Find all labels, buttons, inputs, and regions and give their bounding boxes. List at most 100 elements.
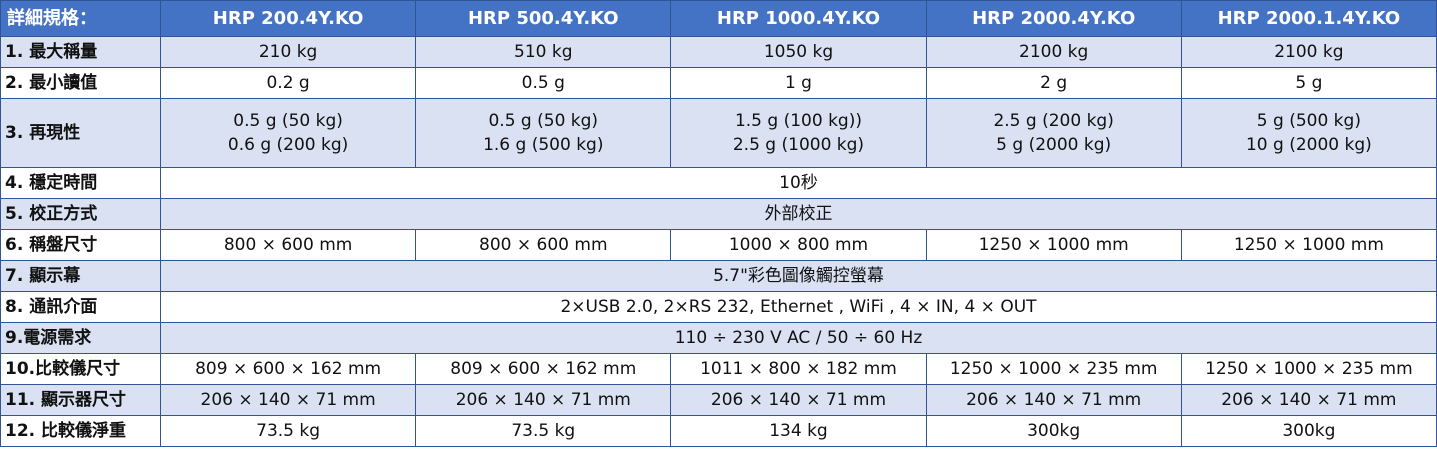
value-cell: 809 × 600 × 162 mm: [159, 353, 417, 385]
value-cell: 10秒: [160, 167, 1437, 199]
header-cell: 詳細規格：: [0, 0, 161, 37]
cell-line: 5 g: [1295, 73, 1323, 93]
cell-line: 210 kg: [258, 42, 318, 62]
header-row: 詳細規格： HRP 200.4Y.KO HRP 500.4Y.KO HRP 1000.…: [0, 0, 1437, 37]
cell-line: 1250 × 1000 mm: [1233, 235, 1384, 255]
value-cell: 0.2 g: [159, 67, 417, 99]
value-cell: 1250 × 1000 mm: [925, 229, 1182, 261]
cell-line: 800 × 600 mm: [223, 235, 353, 255]
header-cell: HRP 500.4Y.KO: [415, 0, 672, 37]
cell-line: 1000 × 800 mm: [728, 235, 869, 255]
table-row: 10.比較儀尺寸 809 × 600 × 162 mm 809 × 600 × 16…: [0, 353, 1437, 385]
value-cell: 1050 kg: [670, 36, 927, 68]
value-cell: 1.5 g (100 kg)) 2.5 g (1000 kg): [670, 98, 927, 168]
cell-line: 206 × 140 × 71 mm: [200, 390, 376, 410]
value-cell: 809 × 600 × 162 mm: [415, 353, 672, 385]
value-cell: 1000 × 800 mm: [670, 229, 927, 261]
row-label: 5. 校正方式: [0, 198, 161, 230]
table-body: 1. 最大稱量 210 kg 510 kg 1050 kg 2100 kg 2100 kg…: [0, 36, 1437, 447]
row-label: 8. 通訊介面: [0, 291, 161, 323]
value-cell: 1250 × 1000 × 235 mm: [925, 353, 1182, 385]
cell-line: 2×USB 2.0, 2×RS 232, Ethernet , WiFi , 4…: [560, 297, 1037, 317]
value-cell: 210 kg: [159, 36, 417, 68]
table-row: 6. 稱盤尺寸 800 × 600 mm 800 × 600 mm 1000 × 80…: [0, 229, 1437, 261]
value-cell: 2×USB 2.0, 2×RS 232, Ethernet , WiFi , 4…: [160, 291, 1437, 323]
value-cell: 206 × 140 × 71 mm: [1180, 384, 1437, 416]
cell-line: 1050 kg: [763, 42, 834, 62]
cell-line: 1.5 g (100 kg)): [734, 111, 862, 131]
value-cell: 73.5 kg: [159, 415, 417, 447]
cell-line: 5.7"彩色圖像觸控螢幕: [713, 266, 884, 286]
cell-line: 0.5 g (50 kg): [488, 111, 599, 131]
value-cell: 134 kg: [670, 415, 927, 447]
cell-line: 5 g (500 kg): [1256, 111, 1361, 131]
cell-line: 300kg: [1282, 421, 1336, 441]
table-row: 12. 比較儀淨重 73.5 kg 73.5 kg 134 kg 300kg 300kg: [0, 415, 1437, 447]
cell-line: 510 kg: [514, 42, 573, 62]
value-cell: 2.5 g (200 kg) 5 g (2000 kg): [925, 98, 1182, 168]
cell-line: 2 g: [1040, 73, 1068, 93]
cell-line: 206 × 140 × 71 mm: [710, 390, 887, 410]
cell-line: 206 × 140 × 71 mm: [966, 390, 1142, 410]
value-cell: 外部校正: [160, 198, 1437, 230]
value-cell: 2 g: [925, 67, 1182, 99]
value-cell: 1011 × 800 × 182 mm: [670, 353, 927, 385]
cell-line: 73.5 kg: [256, 421, 321, 441]
value-cell: 800 × 600 mm: [159, 229, 417, 261]
header-cell: HRP 2000.4Y.KO: [925, 0, 1182, 37]
cell-line: 1250 × 1000 mm: [978, 235, 1129, 255]
cell-line: 110 ÷ 230 V AC / 50 ÷ 60 Hz: [674, 328, 923, 348]
value-cell: 110 ÷ 230 V AC / 50 ÷ 60 Hz: [160, 322, 1437, 354]
cell-line: 外部校正: [764, 204, 833, 224]
cell-line: 10秒: [779, 173, 818, 193]
cell-line: 1011 × 800 × 182 mm: [700, 359, 897, 379]
value-cell: 206 × 140 × 71 mm: [925, 384, 1182, 416]
cell-line: 2.5 g (200 kg): [993, 111, 1114, 131]
row-label: 4. 穩定時間: [0, 167, 161, 199]
cell-line: 2.5 g (1000 kg): [732, 135, 865, 155]
value-cell: 800 × 600 mm: [415, 229, 672, 261]
row-label: 2. 最小讀值: [0, 67, 161, 99]
cell-line: 1250 × 1000 × 235 mm: [949, 359, 1158, 379]
cell-line: 2100 kg: [1274, 42, 1344, 62]
value-cell: 1250 × 1000 × 235 mm: [1180, 353, 1437, 385]
value-cell: 0.5 g: [415, 67, 672, 99]
value-cell: 0.5 g (50 kg) 0.6 g (200 kg): [159, 98, 417, 168]
cell-line: 2100 kg: [1019, 42, 1089, 62]
value-cell: 300kg: [1180, 415, 1437, 447]
cell-line: 10 g (2000 kg): [1245, 135, 1372, 155]
row-label: 12. 比較儀淨重: [0, 415, 161, 447]
table-row: 2. 最小讀值 0.2 g 0.5 g 1 g 2 g 5 g: [0, 67, 1437, 99]
table-row: 3. 再現性 0.5 g (50 kg) 0.6 g (200 kg) 0.5 g (…: [0, 98, 1437, 168]
cell-line: 134 kg: [769, 421, 828, 441]
cell-line: 206 × 140 × 71 mm: [1221, 390, 1397, 410]
cell-line: 809 × 600 × 162 mm: [450, 359, 637, 379]
cell-line: 300kg: [1027, 421, 1081, 441]
value-cell: 2100 kg: [925, 36, 1182, 68]
row-label: 6. 稱盤尺寸: [0, 229, 161, 261]
table-row: 1. 最大稱量 210 kg 510 kg 1050 kg 2100 kg 2100 kg: [0, 36, 1437, 68]
row-label: 11. 顯示器尺寸: [0, 384, 161, 416]
table-row: 5. 校正方式 外部校正: [0, 198, 1437, 230]
header-cell: HRP 200.4Y.KO: [159, 0, 417, 37]
value-cell: 510 kg: [415, 36, 672, 68]
spec-table: 詳細規格： HRP 200.4Y.KO HRP 500.4Y.KO HRP 1000.…: [0, 0, 1437, 447]
cell-line: 1250 × 1000 × 235 mm: [1205, 359, 1413, 379]
value-cell: 206 × 140 × 71 mm: [415, 384, 672, 416]
value-cell: 300kg: [925, 415, 1182, 447]
cell-line: 0.5 g: [521, 73, 565, 93]
cell-line: 0.5 g (50 kg): [233, 111, 343, 131]
row-label: 10.比較儀尺寸: [0, 353, 161, 385]
cell-line: 5 g (2000 kg): [996, 135, 1112, 155]
row-label: 7. 顯示幕: [0, 260, 161, 292]
value-cell: 5.7"彩色圖像觸控螢幕: [160, 260, 1437, 292]
value-cell: 1 g: [670, 67, 927, 99]
header-cell: HRP 1000.4Y.KO: [670, 0, 927, 37]
cell-line: 800 × 600 mm: [479, 235, 608, 255]
value-cell: 5 g: [1180, 67, 1437, 99]
row-label: 1. 最大稱量: [0, 36, 161, 68]
value-cell: 73.5 kg: [415, 415, 672, 447]
table-row: 11. 顯示器尺寸 206 × 140 × 71 mm 206 × 140 × 71…: [0, 384, 1437, 416]
cell-line: 1.6 g (500 kg): [483, 135, 604, 155]
table-row: 4. 穩定時間 10秒: [0, 167, 1437, 199]
